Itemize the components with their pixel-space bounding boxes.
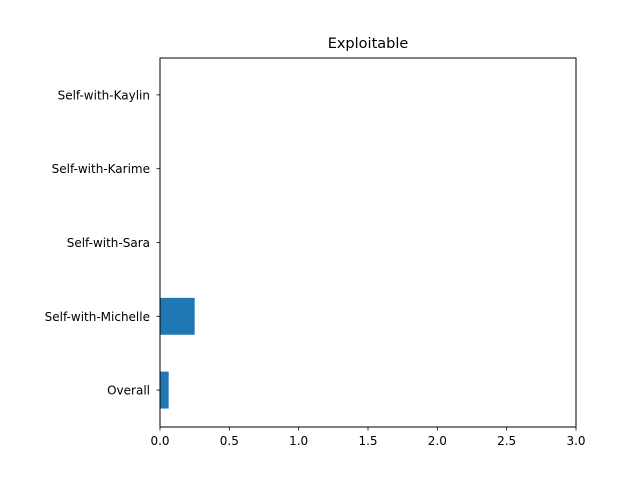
x-tick-label: 2.0 xyxy=(428,434,447,448)
x-tick-label: 2.5 xyxy=(497,434,516,448)
x-tick-label: 1.5 xyxy=(358,434,377,448)
bar xyxy=(160,297,195,335)
x-tick-label: 0.5 xyxy=(220,434,239,448)
y-tick-label: Self-with-Sara xyxy=(67,236,150,250)
x-tick-label: 1.0 xyxy=(289,434,308,448)
x-tick-label: 0.0 xyxy=(150,434,169,448)
bar xyxy=(160,371,169,409)
x-axis: 0.0 0.5 1.0 1.5 2.0 2.5 3.0 xyxy=(150,427,586,448)
bars-group xyxy=(160,297,195,409)
chart-title: Exploitable xyxy=(328,36,409,52)
y-tick-label: Overall xyxy=(107,384,150,398)
y-tick-label: Self-with-Karime xyxy=(52,162,150,176)
y-tick-label: Self-with-Kaylin xyxy=(58,88,150,102)
x-tick-label: 3.0 xyxy=(566,434,585,448)
y-axis: Self-with-Kaylin Self-with-Karime Self-wit… xyxy=(45,88,160,398)
y-tick-label: Self-with-Michelle xyxy=(45,310,150,324)
